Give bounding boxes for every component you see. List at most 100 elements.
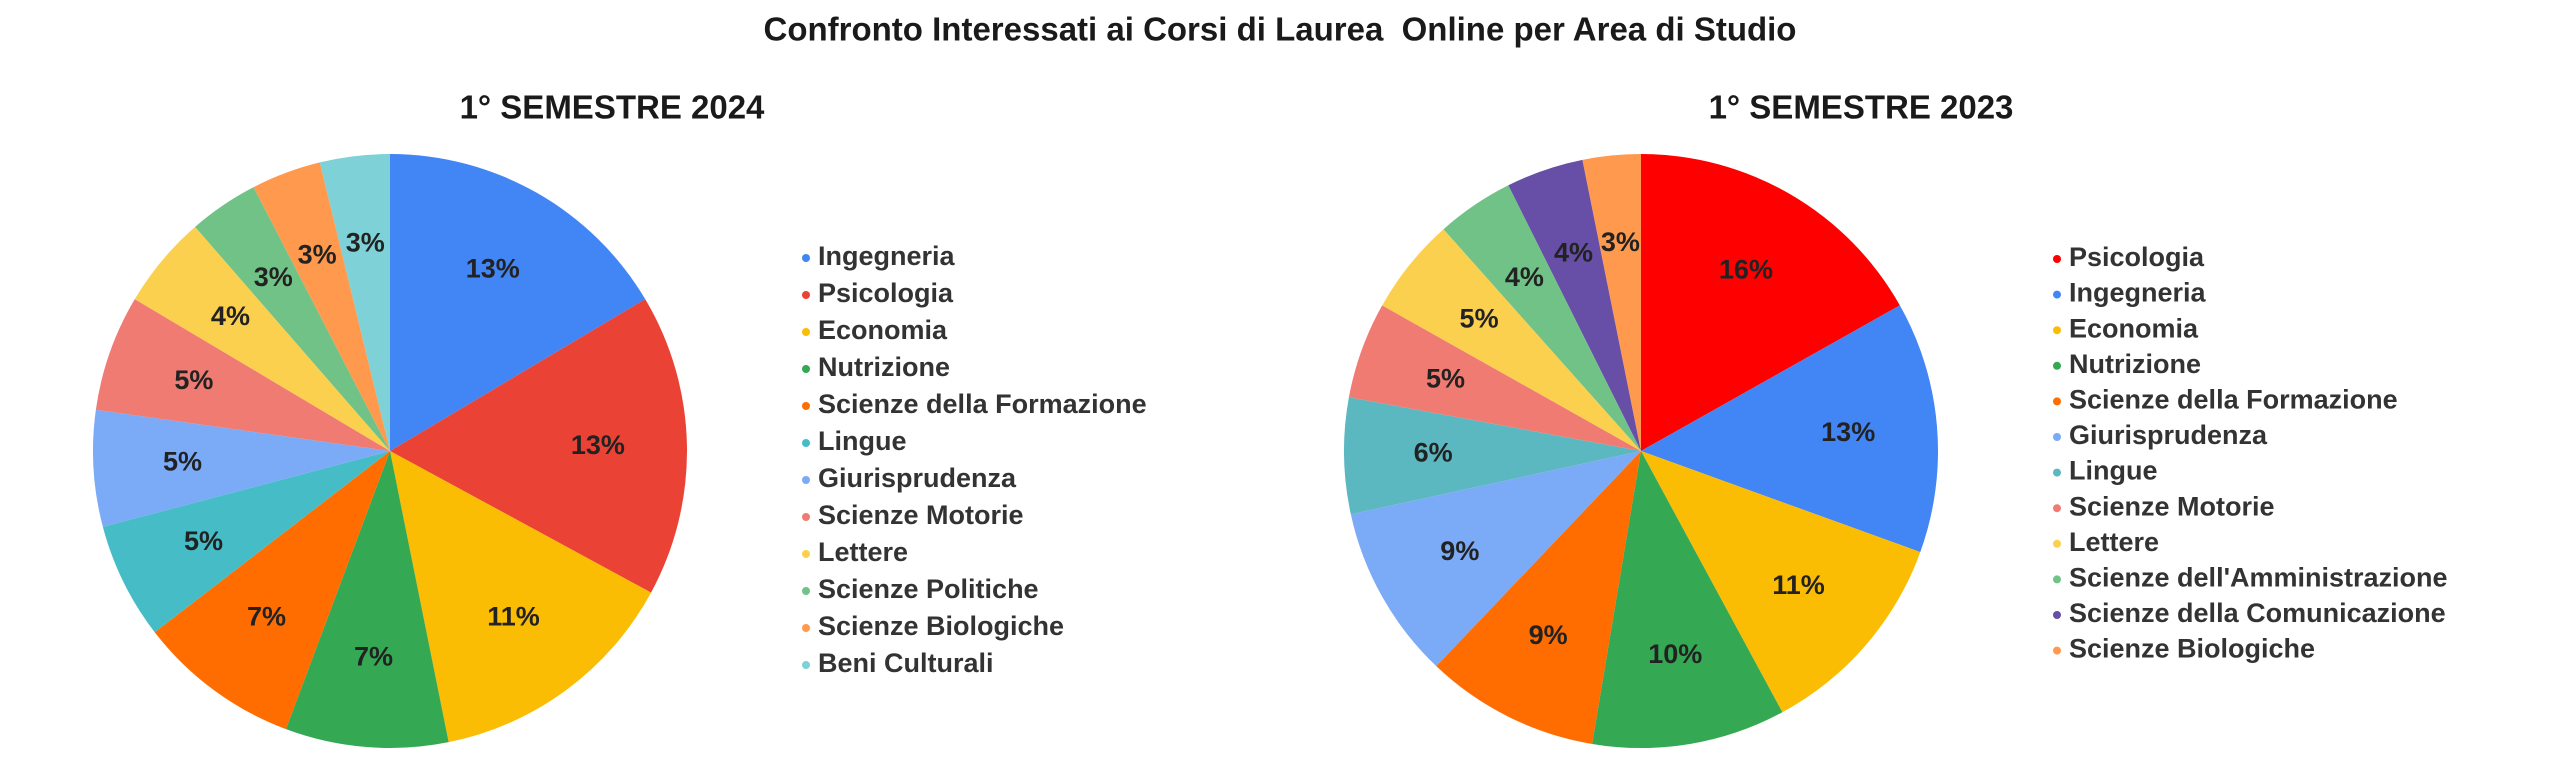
pie-slice <box>195 187 390 452</box>
value-label: 13% <box>466 253 520 283</box>
pie-slice <box>1348 305 1641 451</box>
value-label: 10% <box>1648 639 1702 669</box>
legend-label: Scienze Politiche <box>818 574 1039 604</box>
pie-slice <box>390 451 652 743</box>
value-label: 5% <box>174 365 213 395</box>
legend-marker <box>2053 290 2061 299</box>
pie-slice <box>253 162 390 452</box>
value-label: 5% <box>163 447 202 477</box>
value-label: 9% <box>1440 536 1479 566</box>
pie-slice <box>1344 397 1641 515</box>
value-label: 4% <box>1505 262 1544 292</box>
value-label: 13% <box>1821 417 1875 447</box>
legend-label: Giurisprudenza <box>2069 420 2268 450</box>
legend-label: Economia <box>2069 313 2199 343</box>
legend-label: Giurisprudenza <box>818 463 1017 493</box>
legend-marker <box>802 661 810 669</box>
legend-marker <box>802 365 810 373</box>
pie-slice <box>1382 229 1641 451</box>
value-label: 3% <box>254 262 293 292</box>
legend-label: Lettere <box>818 537 908 567</box>
page-title: Confronto Interessati ai Corsi di Laurea… <box>764 11 1797 48</box>
pie-slice <box>285 451 449 748</box>
pie-slice <box>1350 451 1641 667</box>
pie-slice <box>92 409 390 527</box>
pie-slice <box>1641 305 1938 553</box>
legend-marker <box>2053 255 2061 263</box>
legend-marker <box>802 402 810 410</box>
value-label: 13% <box>571 430 625 460</box>
pie-slice <box>1436 451 1641 744</box>
value-label: 11% <box>1772 570 1825 600</box>
legend-label: Scienze Motorie <box>2069 491 2275 521</box>
legend-label: Ingegneria <box>2069 278 2207 308</box>
pie-slice <box>1508 159 1641 451</box>
value-label: 4% <box>211 301 250 331</box>
value-label: 3% <box>298 239 337 269</box>
pie-slice <box>102 451 390 633</box>
pie-slice <box>1641 451 1921 713</box>
value-label: 4% <box>1554 237 1593 267</box>
legend-marker <box>2053 611 2061 619</box>
pie-slice <box>1443 185 1641 452</box>
pie-slice <box>134 226 390 451</box>
legend-marker <box>802 254 810 262</box>
legend-marker <box>802 513 810 521</box>
legend-marker <box>802 291 810 299</box>
pie-slice <box>390 299 687 593</box>
legend-marker <box>2053 468 2061 477</box>
legend-marker <box>2053 326 2061 335</box>
legend-label: Scienze della Formazione <box>2069 385 2398 415</box>
legend-label: Lingue <box>818 426 907 456</box>
legend-label: Ingegneria <box>818 241 956 271</box>
legend-label: Lettere <box>2069 527 2159 557</box>
legend-marker <box>2053 433 2061 441</box>
pie-slice <box>319 154 390 451</box>
legend-marker <box>2053 539 2061 548</box>
value-label: 7% <box>354 641 393 671</box>
value-label: 3% <box>346 228 385 258</box>
legend-marker <box>2053 575 2061 584</box>
legend-label: Scienze della Comunicazione <box>2069 598 2446 628</box>
value-label: 6% <box>1414 438 1453 468</box>
value-label: 3% <box>1601 227 1640 257</box>
legend-label: Nutrizione <box>818 352 950 382</box>
legend-label: Scienze dell'Amministrazione <box>2069 563 2448 593</box>
pie-slice <box>95 299 391 451</box>
legend-marker <box>2053 397 2061 406</box>
pie-slice <box>1582 154 1641 451</box>
chart-subtitle: 1° SEMESTRE 2024 <box>460 89 765 126</box>
legend-label: Scienze della Formazione <box>818 389 1147 419</box>
legend-marker <box>2053 361 2061 370</box>
value-label: 5% <box>1460 304 1499 334</box>
legend-marker <box>2053 504 2061 513</box>
legend-label: Beni Culturali <box>818 648 994 678</box>
pie-slice <box>1592 451 1783 748</box>
legend-marker <box>802 624 810 632</box>
legend-label: Nutrizione <box>2069 349 2201 379</box>
legend-marker <box>802 476 810 484</box>
value-label: 5% <box>1426 363 1465 393</box>
value-label: 11% <box>487 601 540 631</box>
legend-label: Psicologia <box>818 278 954 308</box>
pie-slice <box>1641 154 1900 451</box>
legend-label: Lingue <box>2069 456 2158 486</box>
legend-label: Psicologia <box>2069 242 2205 272</box>
legend-marker <box>802 550 810 558</box>
value-label: 9% <box>1529 620 1568 650</box>
legend-label: Economia <box>818 315 948 345</box>
value-label: 7% <box>247 601 286 631</box>
value-label: 5% <box>184 526 223 556</box>
legend-label: Scienze Biologiche <box>2069 634 2315 664</box>
pie-slice <box>390 154 646 451</box>
chart-subtitle: 1° SEMESTRE 2023 <box>1709 89 2014 126</box>
legend-label: Scienze Motorie <box>818 500 1024 530</box>
legend-marker <box>2053 646 2061 655</box>
value-label: 16% <box>1719 255 1773 285</box>
legend-label: Scienze Biologiche <box>818 611 1064 641</box>
legend-marker <box>802 439 810 447</box>
legend-marker <box>802 587 810 595</box>
pie-slice <box>154 451 390 730</box>
legend-marker <box>802 328 810 336</box>
